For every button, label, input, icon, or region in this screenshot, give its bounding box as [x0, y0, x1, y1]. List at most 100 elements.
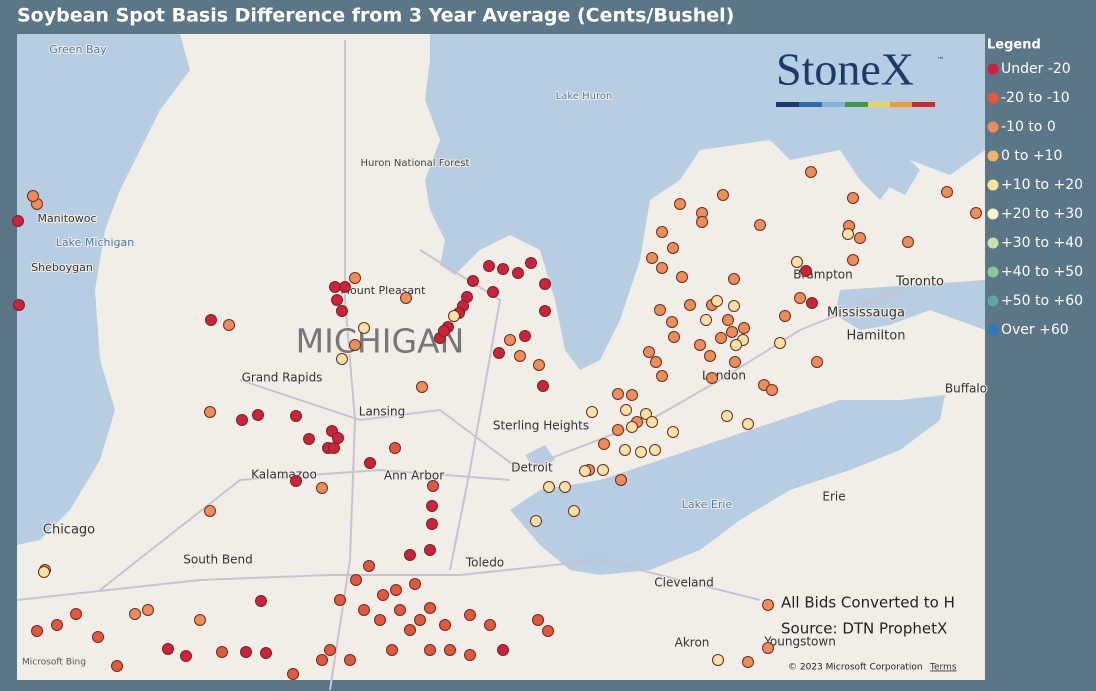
- station-marker: [332, 432, 344, 444]
- place-label: Mount Pleasant: [341, 284, 427, 297]
- place-label: Sheboygan: [31, 261, 93, 274]
- logo-trademark: ™: [937, 56, 944, 64]
- road: [519, 289, 901, 471]
- terms-link[interactable]: Terms: [929, 663, 957, 673]
- station-marker: [530, 515, 542, 527]
- station-marker: [260, 647, 272, 659]
- station-marker: [290, 410, 302, 422]
- station-marker: [656, 370, 668, 382]
- station-marker: [626, 389, 638, 401]
- station-marker: [728, 300, 740, 312]
- station-marker: [674, 198, 686, 210]
- legend-label: -20 to -10: [1001, 90, 1070, 106]
- station-marker: [404, 624, 416, 636]
- station-marker: [236, 414, 248, 426]
- station-marker: [715, 332, 727, 344]
- station-marker: [358, 604, 370, 616]
- copyright: © 2023 Microsoft Corporation: [788, 663, 923, 673]
- station-marker: [328, 442, 340, 454]
- legend-swatch: [987, 63, 999, 75]
- station-marker: [579, 465, 591, 477]
- legend-swatch: [987, 324, 999, 336]
- place-label: Lansing: [359, 405, 405, 419]
- legend-swatch: [987, 179, 999, 191]
- place-label: Akron: [675, 636, 710, 650]
- station-marker: [497, 263, 509, 275]
- place-label: Huron National Forest: [361, 158, 470, 169]
- station-marker: [334, 594, 346, 606]
- place-label: Grand Rapids: [242, 371, 323, 385]
- station-marker: [464, 649, 476, 661]
- green-bay: [60, 34, 120, 80]
- station-marker: [180, 650, 192, 662]
- station-marker: [31, 625, 43, 637]
- station-marker: [559, 481, 571, 493]
- legend-swatch: [987, 208, 999, 220]
- station-marker: [597, 464, 609, 476]
- station-marker: [497, 644, 509, 656]
- station-marker: [667, 426, 679, 438]
- station-marker: [646, 416, 658, 428]
- station-marker: [240, 646, 252, 658]
- station-marker: [439, 619, 451, 631]
- place-label: Toronto: [895, 275, 944, 290]
- legend-title: Legend: [987, 38, 1041, 53]
- station-marker: [649, 444, 661, 456]
- station-marker: [619, 444, 631, 456]
- roads: [16, 40, 901, 691]
- legend-swatch: [987, 237, 999, 249]
- place-label: South Bend: [183, 553, 253, 567]
- legend-label: +20 to +30: [1001, 206, 1083, 222]
- place-label: Green Bay: [49, 43, 107, 56]
- station-marker: [404, 549, 416, 561]
- station-marker: [194, 614, 206, 626]
- station-marker: [794, 292, 806, 304]
- station-marker: [424, 544, 436, 556]
- station-marker: [255, 595, 267, 607]
- station-marker: [615, 474, 627, 486]
- place-label: Detroit: [511, 461, 553, 475]
- station-marker: [316, 654, 328, 666]
- station-marker: [706, 372, 718, 384]
- place-label: Lake Huron: [556, 91, 613, 102]
- station-marker: [512, 267, 524, 279]
- place-label: Manitowoc: [37, 212, 96, 225]
- station-marker: [726, 326, 738, 338]
- station-marker: [162, 643, 174, 655]
- station-marker: [656, 226, 668, 238]
- station-marker: [620, 404, 632, 416]
- legend-label: +10 to +20: [1001, 177, 1083, 193]
- place-label: Toledo: [465, 556, 504, 570]
- station-marker: [626, 421, 638, 433]
- station-marker: [390, 584, 402, 596]
- station-marker: [142, 604, 154, 616]
- station-marker: [204, 505, 216, 517]
- station-marker: [92, 631, 104, 643]
- station-marker: [70, 608, 82, 620]
- station-marker: [303, 433, 315, 445]
- place-label: Buffalo: [945, 382, 987, 396]
- station-marker: [493, 347, 505, 359]
- legend-label: Over +60: [1001, 322, 1069, 338]
- station-marker: [514, 350, 526, 362]
- legend-swatch: [987, 150, 999, 162]
- station-marker: [13, 299, 25, 311]
- station-marker: [394, 604, 406, 616]
- place-label: Youngstown: [763, 635, 836, 649]
- station-marker: [806, 297, 818, 309]
- station-marker: [329, 281, 341, 293]
- station-marker: [537, 380, 549, 392]
- station-marker: [400, 292, 412, 304]
- station-marker: [612, 424, 624, 436]
- station-marker: [414, 614, 426, 626]
- station-marker: [902, 236, 914, 248]
- station-marker: [704, 350, 716, 362]
- station-marker: [700, 314, 712, 326]
- station-marker: [424, 602, 436, 614]
- station-marker: [344, 654, 356, 666]
- station-marker: [650, 356, 662, 368]
- logo: StoneX ™: [776, 44, 944, 107]
- station-marker: [779, 310, 791, 322]
- station-marker: [800, 265, 812, 277]
